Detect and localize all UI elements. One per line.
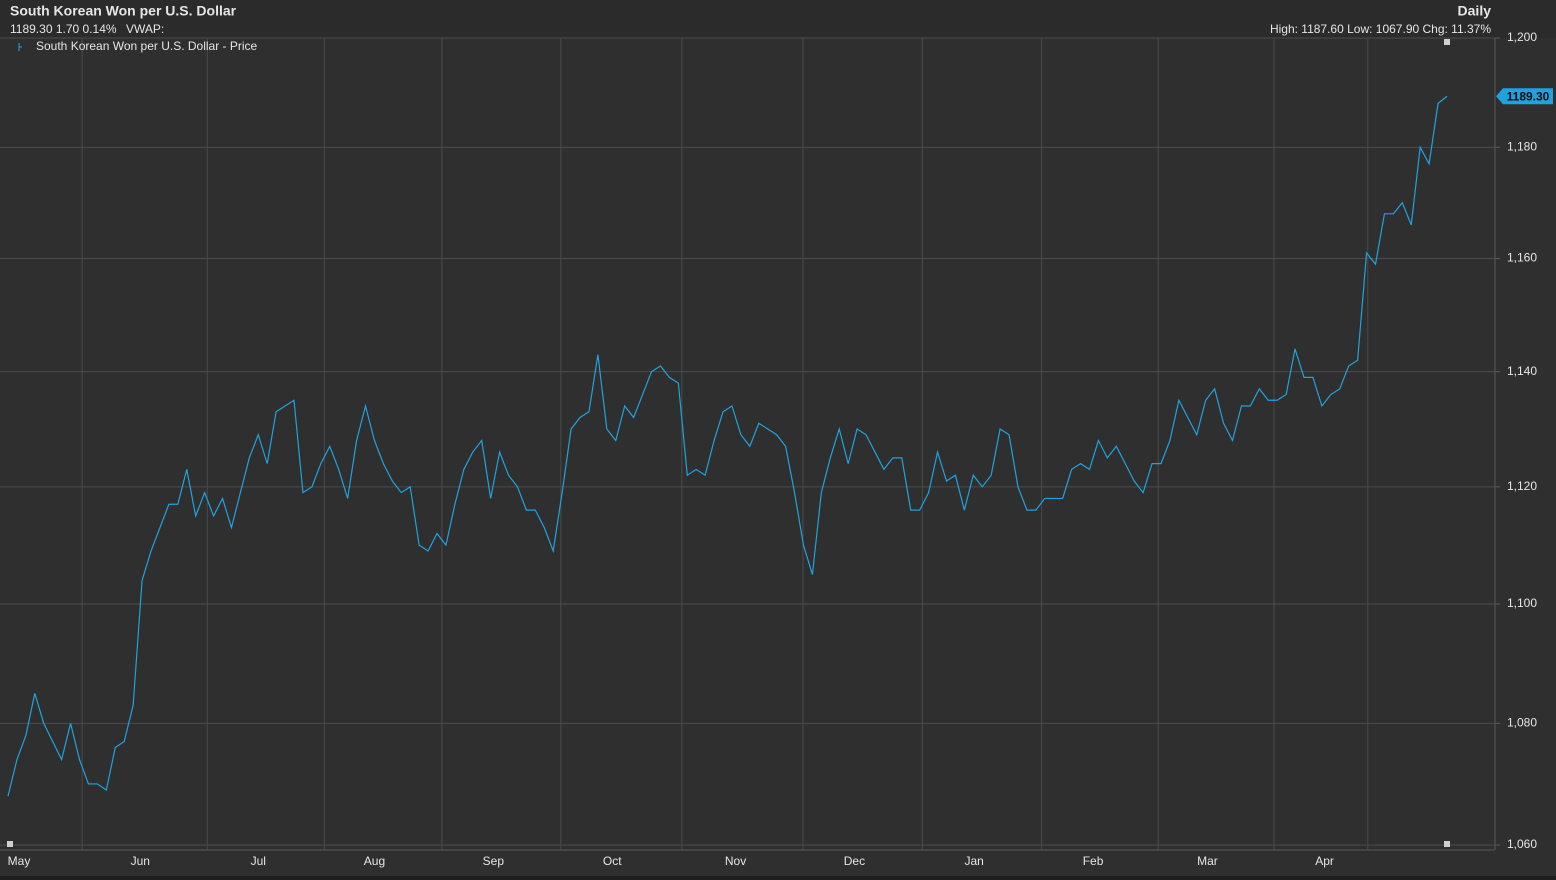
vwap: VWAP:	[126, 22, 164, 36]
y-tick-label: 1,100	[1507, 596, 1537, 610]
handle	[7, 841, 13, 847]
x-tick-label: Sep	[483, 854, 505, 868]
y-tick-label: 1,140	[1507, 364, 1537, 378]
legend-label: South Korean Won per U.S. Dollar - Price	[36, 39, 258, 53]
x-tick-label: Dec	[844, 854, 865, 868]
x-tick-label: Aug	[364, 854, 385, 868]
x-tick-label: Feb	[1083, 854, 1104, 868]
interval: Daily	[1458, 3, 1492, 19]
x-tick-label: Jul	[251, 854, 266, 868]
y-tick-label: 1,160	[1507, 251, 1537, 265]
y-tick-label: 1,120	[1507, 479, 1537, 493]
header	[0, 0, 1556, 38]
handle	[1444, 841, 1450, 847]
x-tick-label: Oct	[603, 854, 622, 868]
stats: High: 1187.60 Low: 1067.90 Chg: 11.37%	[1270, 22, 1491, 36]
last-flag	[1496, 88, 1553, 105]
handle	[1444, 39, 1450, 45]
last-label: 1189.30	[1507, 89, 1550, 103]
y-tick-label: 1,060	[1507, 837, 1537, 851]
y-tick-label: 1,200	[1507, 30, 1537, 44]
x-tick-label: Jun	[131, 854, 150, 868]
x-tick-label: Apr	[1315, 854, 1334, 868]
x-tick-label: May	[8, 854, 31, 868]
y-tick-label: 1,180	[1507, 140, 1537, 154]
quote: 1189.30 1.70 0.14%	[10, 22, 117, 36]
x-tick-label: Jan	[965, 854, 984, 868]
x-tick-label: Mar	[1197, 854, 1218, 868]
x-tick-label: Nov	[725, 854, 746, 868]
y-tick-label: 1,080	[1507, 716, 1537, 730]
chart-title: South Korean Won per U.S. Dollar	[10, 3, 237, 19]
price-line	[7, 95, 1448, 797]
